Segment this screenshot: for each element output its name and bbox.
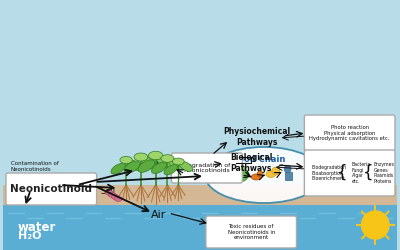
Text: {: { [363, 164, 374, 182]
Circle shape [257, 171, 263, 177]
Ellipse shape [134, 153, 148, 161]
Ellipse shape [179, 161, 193, 171]
Text: Contamination of
Neonicotinoids: Contamination of Neonicotinoids [11, 161, 59, 172]
Circle shape [284, 166, 291, 172]
Bar [285, 172, 292, 180]
Text: Toxic residues of
Neonicotinoids in
environment: Toxic residues of Neonicotinoids in envi… [228, 224, 275, 240]
Text: Bacteria
Fungi
Algar
etc.: Bacteria Fungi Algar etc. [352, 162, 371, 184]
Ellipse shape [266, 170, 276, 177]
FancyBboxPatch shape [172, 153, 242, 183]
Text: Enzymes
Genes
Plasmids
Proteins: Enzymes Genes Plasmids Proteins [373, 162, 394, 184]
Ellipse shape [168, 158, 184, 170]
Ellipse shape [234, 164, 244, 172]
FancyBboxPatch shape [206, 216, 296, 248]
Ellipse shape [120, 156, 132, 164]
Text: Air: Air [151, 210, 166, 220]
Ellipse shape [108, 192, 116, 198]
Circle shape [272, 167, 280, 175]
Text: Neonicotinoid: Neonicotinoid [10, 184, 92, 194]
Text: Biological
Pathways: Biological Pathways [230, 153, 272, 173]
Ellipse shape [106, 190, 113, 196]
Text: Photo reaction
Physical adsorption
Hydrodynamic cavitations etc.: Photo reaction Physical adsorption Hydro… [310, 125, 390, 141]
Ellipse shape [152, 162, 167, 173]
Ellipse shape [156, 156, 173, 168]
Text: water: water [18, 221, 56, 234]
Circle shape [362, 211, 389, 239]
Ellipse shape [164, 165, 178, 175]
Bar [3, 185, 397, 250]
FancyBboxPatch shape [304, 150, 395, 196]
Ellipse shape [148, 151, 163, 160]
Ellipse shape [138, 160, 155, 172]
Ellipse shape [127, 160, 141, 170]
Ellipse shape [124, 161, 140, 173]
Ellipse shape [172, 158, 184, 165]
Text: Food Chain: Food Chain [233, 154, 285, 164]
Ellipse shape [251, 174, 261, 180]
Text: Soil: Soil [101, 188, 116, 196]
FancyBboxPatch shape [304, 115, 395, 151]
Ellipse shape [142, 157, 158, 169]
Ellipse shape [161, 155, 174, 162]
Text: Biodegradation
Bioabsorption
Bioenrichment: Biodegradation Bioabsorption Bioenrichme… [311, 165, 346, 181]
Ellipse shape [114, 196, 122, 202]
Ellipse shape [230, 168, 248, 182]
Text: H₂O: H₂O [18, 231, 41, 241]
Ellipse shape [111, 164, 125, 174]
Bar [3, 205, 397, 250]
FancyBboxPatch shape [6, 173, 96, 205]
Ellipse shape [205, 147, 323, 203]
Text: Degradation of
Neonicotinoids: Degradation of Neonicotinoids [183, 162, 230, 173]
Text: {: { [336, 164, 347, 182]
Ellipse shape [111, 194, 119, 200]
Text: Physiochemical
Pathways: Physiochemical Pathways [224, 127, 291, 147]
Text: Crop: Crop [143, 160, 162, 168]
